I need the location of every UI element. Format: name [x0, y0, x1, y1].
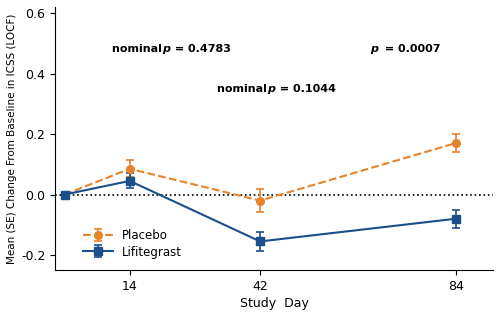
- Text: nominal: nominal: [112, 44, 166, 54]
- Text: p: p: [370, 44, 378, 54]
- Text: = 0.0007: = 0.0007: [382, 44, 441, 54]
- Text: = 0.1044: = 0.1044: [276, 84, 336, 94]
- Text: = 0.4783: = 0.4783: [171, 44, 231, 54]
- Text: p: p: [162, 44, 170, 54]
- Legend: Placebo, Lifitegrast: Placebo, Lifitegrast: [83, 230, 182, 259]
- Y-axis label: Mean (SE) Change From Baseline in ICSS (LOCF): Mean (SE) Change From Baseline in ICSS (…: [7, 13, 17, 264]
- Text: p: p: [268, 84, 276, 94]
- Text: nominal: nominal: [217, 84, 271, 94]
- X-axis label: Study  Day: Study Day: [240, 297, 308, 310]
